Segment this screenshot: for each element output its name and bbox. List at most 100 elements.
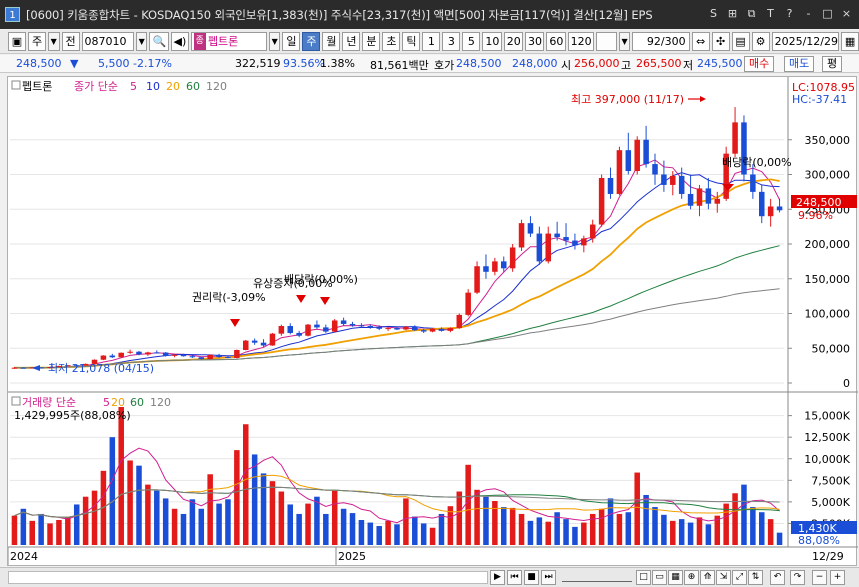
crosshair-icon[interactable]: ✣ [711,32,730,51]
sound-icon[interactable]: ◀) [170,32,189,51]
expand-icon[interactable]: ⤢ [732,570,747,585]
volume-bar [598,508,605,545]
volume-bar [207,474,213,545]
candle-body [661,174,667,185]
layout-dual-icon[interactable]: ▭ [652,570,667,585]
volume-ratio: 93.56% [283,57,325,70]
candle-body [518,223,525,248]
ask-price: 248,500 [456,57,502,70]
close-icon[interactable]: × [841,7,852,20]
period-year[interactable]: 년 [342,32,361,51]
zoom-icon[interactable]: ⇔ [691,32,710,51]
zoom-out-icon[interactable]: − [812,570,827,585]
eval-button[interactable]: 평 [822,56,843,72]
chart-type-icon[interactable]: ⟰ [700,570,715,585]
stock-name-field[interactable]: 종 펩트론 [190,32,267,51]
prev-button[interactable]: 전 [61,32,80,51]
volume-bar [625,512,632,545]
stop-icon[interactable]: ■ [524,570,539,585]
end-date-input[interactable]: 2025/12/29 [771,32,840,51]
layout-single-icon[interactable]: □ [636,570,651,585]
window-copy-icon[interactable]: ⧉ [747,7,756,20]
interval-10[interactable]: 10 [482,32,502,51]
volume-bar [243,424,249,545]
settings-icon[interactable]: ⚙ [751,32,770,51]
volume-bar [483,496,489,545]
candle-body [198,357,205,360]
period-minute[interactable]: 분 [362,32,381,51]
volume-bar [171,508,178,545]
interval-custom-field[interactable] [595,32,617,51]
interval-dropdown-icon[interactable]: ▼ [618,32,631,51]
candle-body [358,325,365,327]
candle-count-input[interactable]: 92/300 [632,32,690,51]
high-price: 265,500 [636,57,682,70]
rewind-icon[interactable]: ⏮ [507,570,522,585]
zoom-in-icon[interactable]: + [830,570,845,585]
volume-bar [652,507,658,545]
interval-120[interactable]: 120 [567,32,594,51]
chart-canvas[interactable]: 350,000300,000250,000200,000150,000100,0… [7,77,858,567]
candle-body [447,328,454,331]
period-week[interactable]: 주 [302,32,321,51]
help-icon[interactable]: ? [786,7,793,20]
volume-bar [723,503,729,545]
maximize-icon[interactable]: □ [822,7,833,20]
candle-body [340,320,347,324]
chart-panel[interactable]: 350,000 300,000 250,000 200,000 150,000 100,0… [7,76,858,567]
chevron-down-icon[interactable]: ▼ [48,32,60,51]
layout-table-icon[interactable]: ▦ [668,570,683,585]
current-pct-tag: 9.96% [798,209,833,222]
candle-body [696,188,703,206]
volume-bar [296,513,302,545]
legend-ma20: 20 [166,80,180,93]
candle-body [456,314,463,329]
interval-5[interactable]: 5 [462,32,481,51]
play-icon[interactable]: ▶ [490,570,505,585]
volume-bar [572,526,578,545]
interval-60[interactable]: 60 [546,32,566,51]
candle-body [598,177,605,225]
volume-legend-toggle-icon[interactable] [11,396,21,406]
interval-1[interactable]: 1 [422,32,441,51]
period-tick[interactable]: 틱 [402,32,421,51]
speed-slider[interactable] [562,572,632,582]
buy-order-button[interactable]: 매수 [744,56,775,72]
redo-icon[interactable]: ↷ [790,570,805,585]
period-month[interactable]: 월 [322,32,341,51]
stock-code-input[interactable]: 087010 [81,32,134,51]
name-dropdown-icon[interactable]: ▼ [268,32,281,51]
sort-icon[interactable]: ⇅ [748,570,763,585]
interval-3[interactable]: 3 [442,32,461,51]
code-dropdown-icon[interactable]: ▼ [135,32,148,51]
volume-tag [791,521,857,534]
legend-toggle-icon[interactable] [11,80,21,90]
s-icon[interactable]: S [710,7,717,20]
crosshair-toggle-icon[interactable]: ⊕ [684,570,699,585]
period-day[interactable]: 일 [282,32,301,51]
volume-bar [65,517,71,545]
sell-order-button[interactable]: 매도 [784,56,815,72]
minimize-icon[interactable]: - [806,7,811,20]
interval-30[interactable]: 30 [525,32,545,51]
grid-icon[interactable]: ⊞ [727,7,738,20]
measure-icon[interactable]: ⇲ [716,570,731,585]
interval-20[interactable]: 20 [503,32,524,51]
price-tick-label: 0 [843,377,850,390]
candle-body [554,233,560,238]
layout-icon[interactable]: ▣ [8,32,26,51]
calendar-icon[interactable]: ▦ [841,32,859,51]
save-icon[interactable]: ▤ [731,32,750,51]
period-second[interactable]: 초 [382,32,401,51]
undo-icon[interactable]: ↶ [770,570,785,585]
volume-bar [136,465,142,545]
text-icon[interactable]: T [767,7,774,20]
search-icon[interactable]: 🔍 [149,32,169,51]
candle-body [438,328,445,331]
volume-bar [563,519,569,545]
volume-bar [705,524,712,545]
volume-bar [367,522,374,545]
period-toggle[interactable]: 주 [28,32,46,51]
forward-icon[interactable]: ⏭ [541,570,556,585]
horizontal-scrollbar[interactable] [8,571,488,584]
